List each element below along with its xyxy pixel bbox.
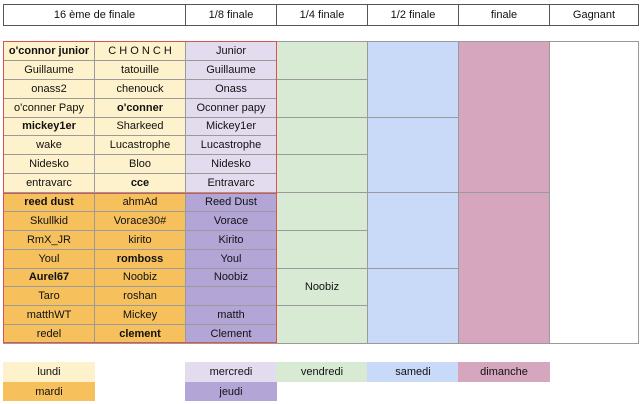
player-cell: ahmAd [94, 192, 186, 212]
player-cell: Noobiz [94, 267, 186, 288]
player-cell: Vorace30# [94, 210, 186, 231]
quarter-final-cell: Noobiz [276, 267, 368, 307]
player-cell: Taro [3, 286, 95, 307]
player-cell: Mickey [94, 305, 186, 326]
round8-cell: Guillaume [185, 59, 277, 80]
header-semi-final: 1/2 finale [367, 4, 459, 26]
player-cell: kirito [94, 229, 186, 250]
round8-cell: Entravarc [185, 173, 277, 193]
player-cell: wake [3, 135, 95, 156]
round8-cell: Lucastrophe [185, 135, 277, 156]
quarter-final-cell [276, 192, 368, 231]
player-cell: Youl [3, 248, 95, 269]
player-cell: clement [94, 324, 186, 344]
round8-cell: Vorace [185, 210, 277, 231]
legend-dimanche: dimanche [458, 362, 550, 382]
player-cell: romboss [94, 248, 186, 269]
quarter-final-cell [276, 154, 368, 193]
header-round-of-16: 1/8 finale [185, 4, 277, 26]
player-cell: tatouille [94, 59, 186, 80]
header-final: finale [458, 4, 550, 26]
quarter-final-cell [276, 116, 368, 156]
round8-cell: Reed Dust [185, 192, 277, 212]
player-cell: chenouck [94, 78, 186, 99]
player-cell: matthWT [3, 305, 95, 326]
player-cell: roshan [94, 286, 186, 307]
legend-jeudi: jeudi [185, 382, 277, 401]
quarter-final-cell [276, 229, 368, 269]
quarter-final-cell [276, 305, 368, 344]
player-cell: onass2 [3, 78, 95, 99]
round8-cell: Oconner papy [185, 97, 277, 118]
player-cell: redel [3, 324, 95, 344]
player-cell: Nidesko [3, 154, 95, 175]
player-cell: entravarc [3, 173, 95, 193]
header-round-of-32: 16 ème de finale [3, 4, 186, 26]
round8-cell: Youl [185, 248, 277, 269]
round8-cell: Nidesko [185, 154, 277, 175]
legend-samedi: samedi [367, 362, 459, 382]
legend-mardi: mardi [3, 382, 95, 401]
semi-final-cell [367, 116, 459, 193]
quarter-final-cell [276, 41, 368, 80]
player-cell: reed dust [3, 192, 95, 212]
round8-cell: Noobiz [185, 267, 277, 288]
round8-cell [185, 286, 277, 307]
player-cell: Aurel67 [3, 267, 95, 288]
player-cell: Skullkid [3, 210, 95, 231]
winner-cell [549, 41, 639, 344]
player-cell: Bloo [94, 154, 186, 175]
legend-vendredi: vendredi [276, 362, 368, 382]
player-cell: o'conner Papy [3, 97, 95, 118]
header-winner: Gagnant [549, 4, 639, 26]
round8-cell: Onass [185, 78, 277, 99]
player-cell: RmX_JR [3, 229, 95, 250]
header-quarter-final: 1/4 finale [276, 4, 368, 26]
player-cell: o'conner [94, 97, 186, 118]
round8-cell: Kirito [185, 229, 277, 250]
player-cell: mickey1er [3, 116, 95, 137]
semi-final-cell [367, 192, 459, 269]
round8-cell: Mickey1er [185, 116, 277, 137]
round8-cell: matth [185, 305, 277, 326]
player-cell: o'connor junior [3, 41, 95, 61]
final-cell [458, 41, 550, 193]
player-cell: C H O N C H [94, 41, 186, 61]
legend-lundi: lundi [3, 362, 95, 382]
player-cell: cce [94, 173, 186, 193]
final-cell [458, 192, 550, 344]
quarter-final-cell [276, 78, 368, 118]
round8-cell: Clement [185, 324, 277, 344]
player-cell: Lucastrophe [94, 135, 186, 156]
round8-cell: Junior [185, 41, 277, 61]
legend-mercredi: mercredi [185, 362, 277, 382]
semi-final-cell [367, 267, 459, 344]
player-cell: Sharkeed [94, 116, 186, 137]
player-cell: Guillaume [3, 59, 95, 80]
semi-final-cell [367, 41, 459, 118]
